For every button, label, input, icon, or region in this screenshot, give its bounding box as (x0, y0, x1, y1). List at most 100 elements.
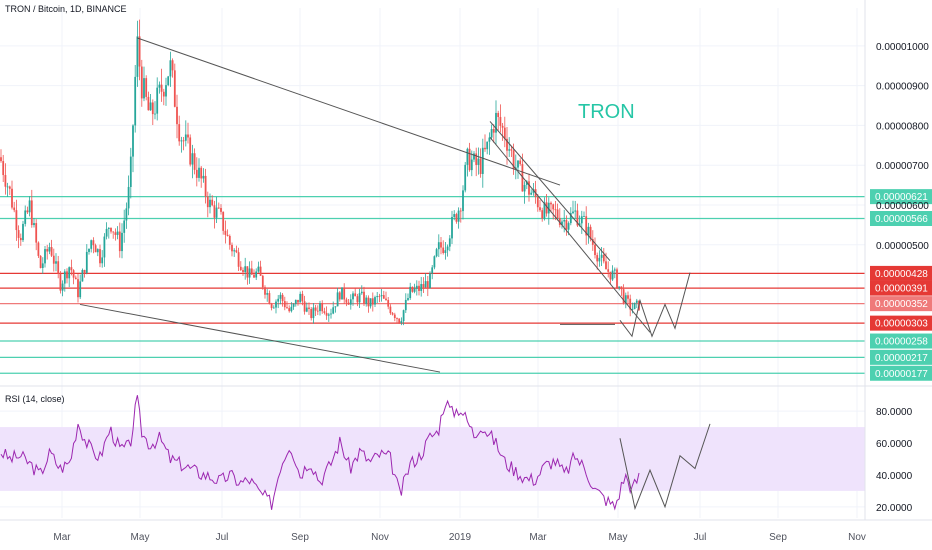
candle-body (360, 291, 363, 294)
rsi-layer (0, 395, 711, 511)
time-tick-label: Jul (694, 532, 707, 543)
candle-body (114, 232, 117, 235)
candle-body (633, 302, 636, 310)
candle-body (433, 256, 436, 268)
candle-body (495, 112, 497, 133)
candle-body (167, 76, 170, 86)
candle-body (24, 210, 27, 224)
candle-body (44, 249, 46, 264)
candle-body (321, 303, 324, 312)
time-tick-label: May (609, 532, 628, 543)
candle-body (116, 231, 119, 235)
candle-body (290, 306, 293, 312)
level-tag (870, 189, 932, 205)
candle-body (123, 220, 126, 233)
candle-body (22, 223, 24, 241)
candle-body (591, 238, 594, 245)
candle-body (231, 244, 233, 252)
candle-body (242, 270, 244, 273)
candle-body (132, 125, 134, 157)
candle-body (312, 307, 315, 319)
candle-body (596, 255, 599, 262)
candle-body (13, 207, 16, 211)
candle-body (556, 209, 559, 219)
candle-body (226, 234, 229, 236)
candle-body (176, 106, 178, 125)
candle-body (589, 226, 592, 239)
candle-body (453, 214, 456, 217)
candle-body (286, 307, 288, 309)
candle-body (550, 202, 552, 205)
candle-body (541, 210, 544, 219)
candle-body (565, 219, 568, 230)
candle-body (363, 291, 365, 304)
candle-body (182, 140, 185, 142)
candle-body (330, 313, 332, 315)
candle-body (303, 301, 306, 312)
candle-body (367, 297, 370, 307)
candle-body (365, 297, 368, 304)
candle-body (129, 156, 132, 187)
candle-body (567, 223, 570, 230)
candle-body (125, 208, 128, 221)
candle-body (121, 232, 123, 252)
candle-body (409, 286, 412, 299)
trendline (489, 121, 611, 262)
candle-body (292, 303, 295, 307)
candle-body (191, 153, 194, 165)
candle-body (455, 214, 458, 222)
candle-body (499, 117, 502, 126)
price-tick-label: 0.00000800 (876, 121, 929, 132)
candle-body (288, 308, 291, 312)
candle-body (50, 247, 53, 256)
candle-body (563, 219, 566, 222)
candle-body (268, 293, 271, 304)
candle-body (466, 148, 469, 165)
candle-body (15, 210, 18, 231)
time-tick-label: Jul (216, 532, 229, 543)
candle-body (193, 153, 196, 170)
candle-body (105, 228, 108, 237)
rsi-tick-label: 60.0000 (876, 439, 913, 450)
candle-body (539, 207, 541, 211)
level-tag (870, 315, 932, 331)
candle-body (140, 66, 143, 99)
candle-body (572, 211, 574, 214)
candle-body (48, 247, 51, 252)
candle-body (275, 301, 277, 308)
candle-body (431, 267, 434, 274)
candle-body (297, 299, 299, 303)
candle-body (30, 200, 33, 226)
candle-body (37, 242, 40, 256)
candle-body (341, 287, 343, 300)
trendline (136, 37, 561, 186)
candle-body (88, 248, 90, 252)
candle-body (519, 160, 522, 165)
candle-body (250, 268, 253, 275)
candle-body (613, 269, 616, 271)
candle-body (600, 254, 603, 258)
candle-body (459, 210, 462, 212)
candle-body (178, 124, 181, 142)
candle-body (501, 125, 504, 128)
rsi-tick-label: 20.0000 (876, 503, 913, 514)
candle-body (222, 211, 225, 231)
candle-body (151, 102, 154, 115)
candle-body (147, 96, 150, 111)
candle-body (536, 197, 539, 208)
candle-body (327, 314, 330, 316)
candle-body (411, 286, 414, 292)
candle-body (213, 205, 216, 218)
candle-body (400, 321, 403, 324)
candle-body (63, 271, 66, 284)
candle-body (202, 175, 205, 179)
time-tick-label: Sep (769, 532, 787, 543)
candle-body (407, 298, 409, 300)
candle-body (248, 268, 251, 278)
candle-body (165, 85, 167, 97)
level-tag-label: 0.00000177 (875, 369, 928, 380)
candle-body (356, 296, 359, 303)
level-tag-label: 0.00000352 (875, 299, 928, 310)
candle-body (35, 223, 38, 243)
candle-body (279, 294, 282, 299)
